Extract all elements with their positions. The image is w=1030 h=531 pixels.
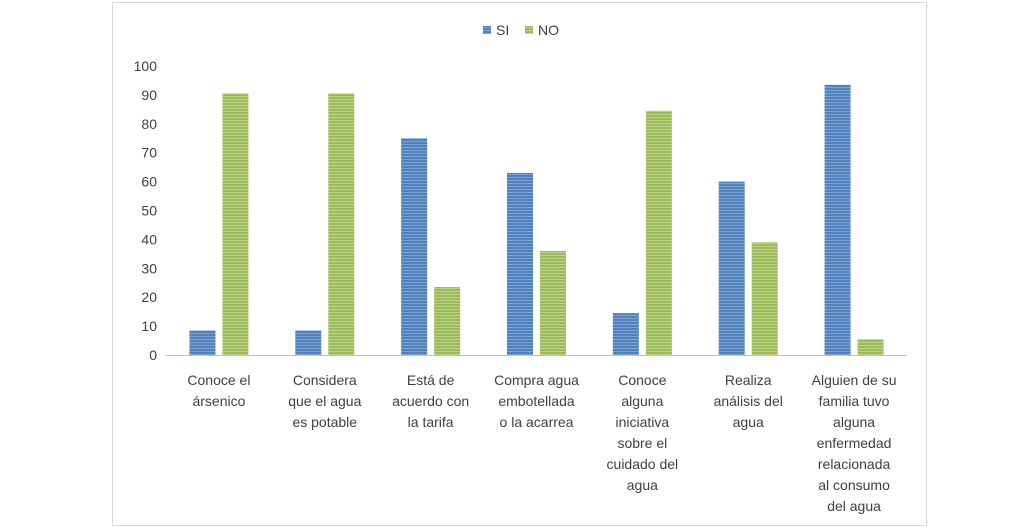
x-axis: Conoce el ársenico Considera que el agua es … — [166, 355, 907, 514]
legend-label-si: SI — [496, 22, 509, 38]
bar-no-2 — [328, 93, 355, 355]
category-label: Alguien de su familia tuvo alguna enfermeda… — [812, 372, 897, 514]
bar-si-5 — [612, 313, 639, 355]
legend-swatch-si — [483, 26, 491, 34]
bar-no-4 — [540, 250, 566, 355]
legend-swatch-no — [525, 26, 533, 34]
bar-si-7 — [824, 84, 851, 355]
y-tick-label: 70 — [141, 145, 157, 161]
legend-label-no: NO — [538, 22, 559, 38]
category-label: Compra agua embotellada o la acarrea — [494, 372, 579, 430]
bar-no-3 — [434, 287, 461, 355]
y-axis: 0 10 20 30 40 50 60 70 80 90 100 — [134, 58, 158, 363]
y-tick-label: 100 — [134, 58, 158, 74]
bar-no-1 — [222, 93, 249, 355]
category-label: Considera que el agua es potable — [288, 372, 361, 430]
category-label: Conoce alguna iniciativa sobre el cuidado de… — [607, 372, 679, 493]
bar-si-4 — [507, 172, 533, 355]
y-tick-label: 90 — [141, 87, 157, 103]
legend: SI NO — [483, 22, 559, 38]
y-tick-label: 40 — [141, 231, 157, 247]
bar-no-5 — [645, 110, 672, 355]
bar-si-6 — [718, 181, 745, 355]
category-label: Está de acuerdo con la tarifa — [392, 372, 469, 430]
y-tick-label: 20 — [141, 289, 157, 305]
y-tick-label: 30 — [141, 260, 157, 276]
y-tick-label: 50 — [141, 203, 157, 219]
bar-si-2 — [295, 330, 322, 355]
y-tick-label: 60 — [141, 174, 157, 190]
bars — [189, 84, 884, 355]
bar-si-1 — [189, 330, 216, 355]
category-label: Realiza análisis del agua — [714, 372, 783, 430]
bar-no-6 — [751, 242, 778, 355]
y-tick-label: 80 — [141, 116, 157, 132]
y-tick-label: 10 — [141, 318, 157, 334]
bar-no-7 — [857, 339, 884, 355]
bar-si-3 — [401, 138, 428, 355]
y-tick-label: 0 — [149, 347, 157, 363]
category-label: Conoce el ársenico — [187, 372, 250, 409]
